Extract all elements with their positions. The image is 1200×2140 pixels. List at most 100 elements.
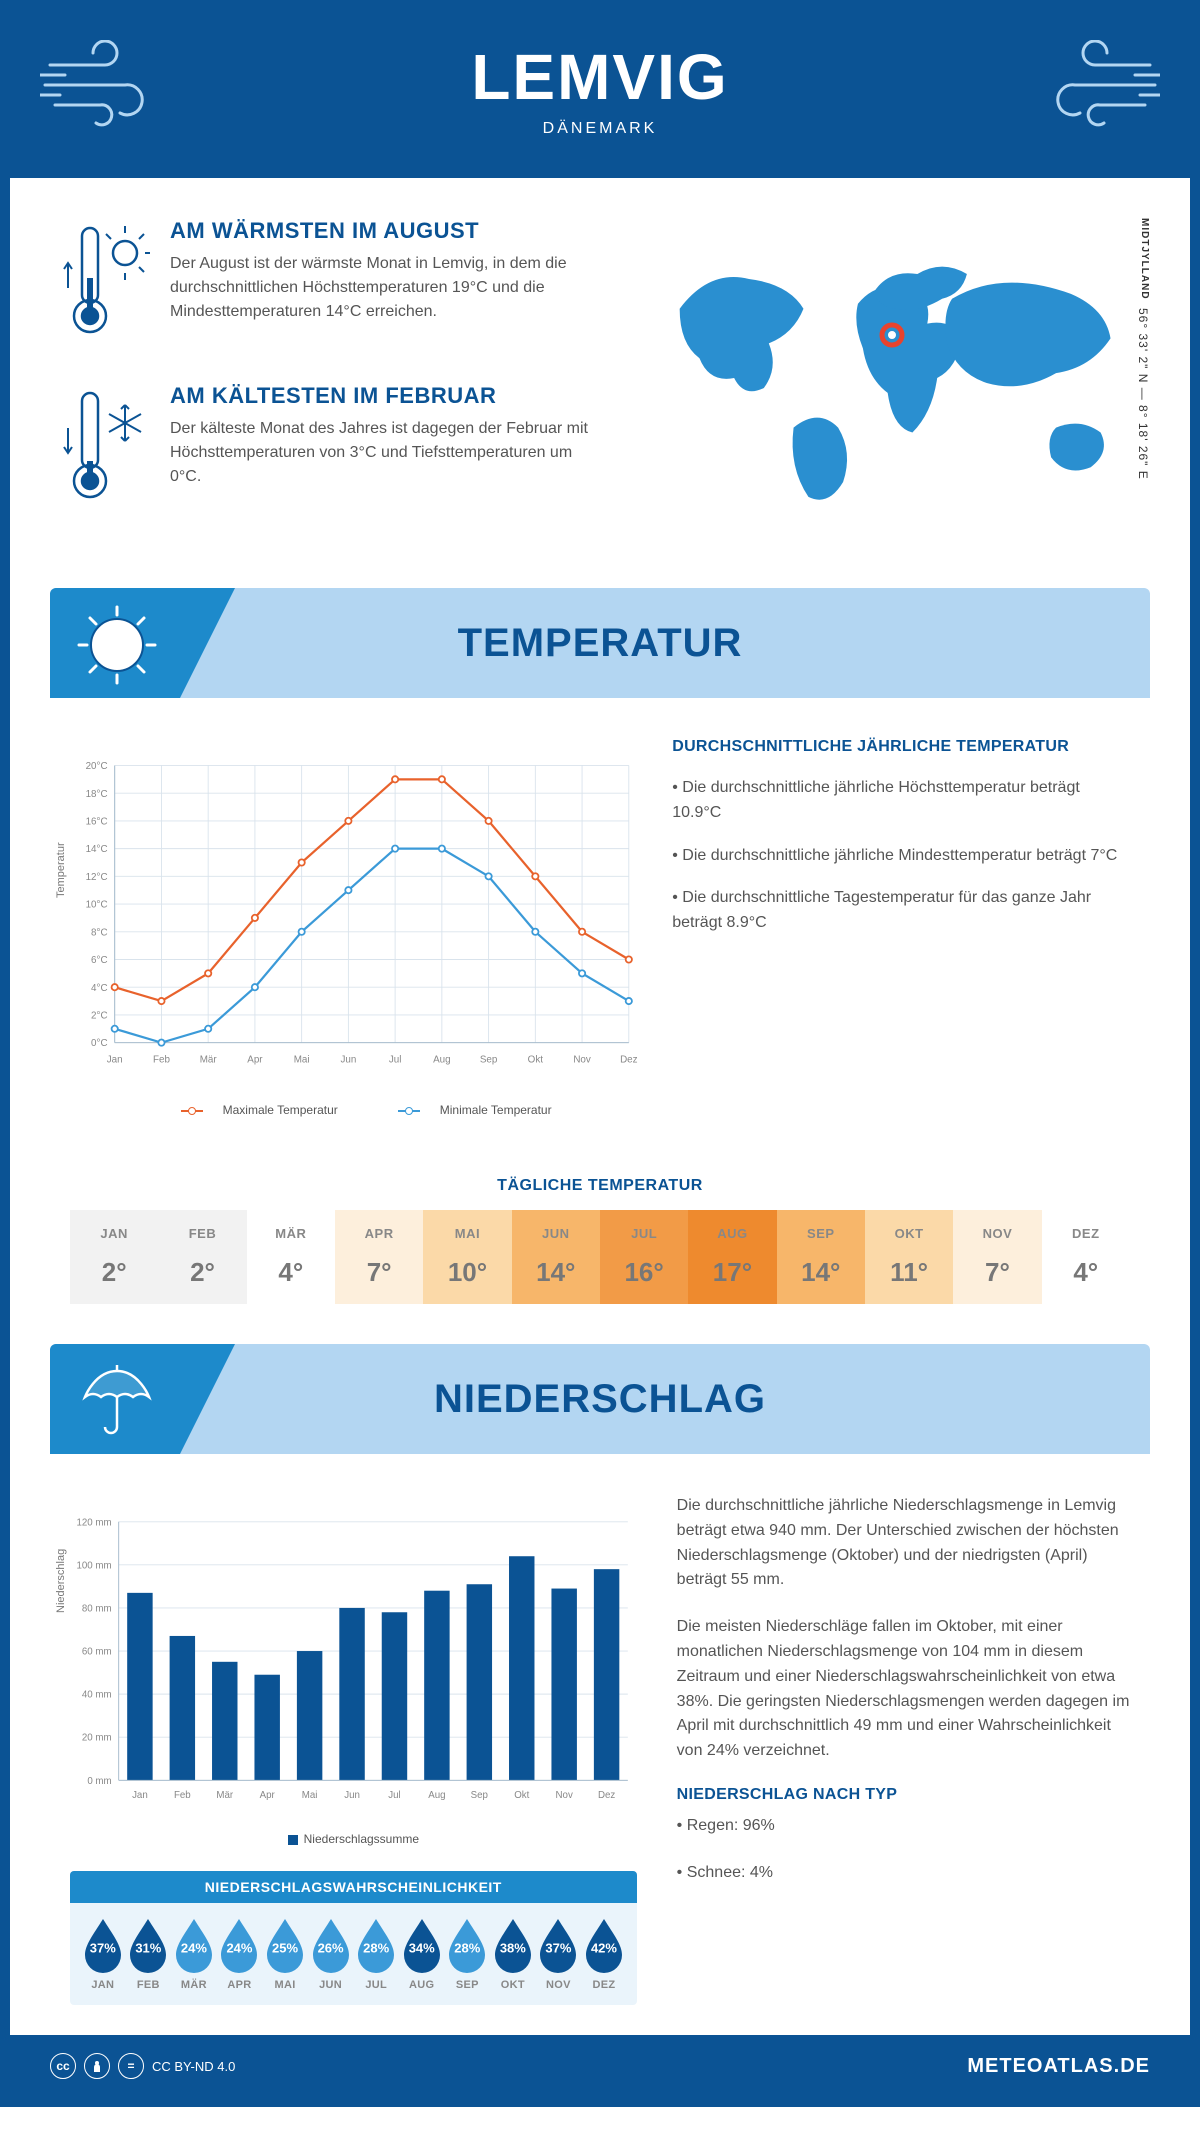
svg-text:Jul: Jul: [388, 1790, 400, 1801]
svg-text:Nov: Nov: [573, 1054, 591, 1065]
daily-temp-cell: MÄR4°: [247, 1210, 335, 1304]
coldest-title: AM KÄLTESTEN IM FEBRUAR: [170, 383, 605, 409]
umbrella-icon: [75, 1359, 160, 1444]
precip-prob-cell: 24% MÄR: [171, 1917, 217, 1991]
chart-legend: .lswatch[style*='#e8622c']::before{borde…: [70, 1103, 642, 1117]
daily-temp-cell: NOV7°: [953, 1210, 1041, 1304]
svg-text:8°C: 8°C: [91, 927, 108, 938]
svg-text:Jul: Jul: [389, 1054, 402, 1065]
svg-text:4°C: 4°C: [91, 983, 108, 994]
svg-text:14°C: 14°C: [86, 844, 108, 855]
license-text: CC BY-ND 4.0: [152, 2059, 235, 2074]
svg-text:Aug: Aug: [433, 1054, 451, 1065]
precip-prob-cell: 34% AUG: [399, 1917, 445, 1991]
warmest-title: AM WÄRMSTEN IM AUGUST: [170, 218, 605, 244]
daily-temp-cell: SEP14°: [777, 1210, 865, 1304]
daily-temp-cell: JUN14°: [512, 1210, 600, 1304]
svg-text:10°C: 10°C: [86, 900, 108, 911]
svg-text:0 mm: 0 mm: [87, 1776, 111, 1787]
intro-section: AM WÄRMSTEN IM AUGUST Der August ist der…: [10, 178, 1190, 578]
header: LEMVIG DÄNEMARK: [10, 10, 1190, 178]
precip-prob-cell: 42% DEZ: [581, 1917, 627, 1991]
svg-text:60 mm: 60 mm: [82, 1647, 112, 1658]
svg-text:Okt: Okt: [514, 1790, 529, 1801]
svg-text:18°C: 18°C: [86, 789, 108, 800]
svg-text:6°C: 6°C: [91, 955, 108, 966]
precip-probability-panel: NIEDERSCHLAGSWAHRSCHEINLICHKEIT 37% JAN …: [70, 1871, 637, 2005]
temperature-line-chart: Temperatur 0°C2°C4°C6°C8°C10°C12°C14°C16…: [70, 738, 642, 1117]
svg-text:Nov: Nov: [556, 1790, 573, 1801]
svg-text:Mai: Mai: [302, 1790, 318, 1801]
svg-text:80 mm: 80 mm: [82, 1603, 112, 1614]
warmest-body: Der August ist der wärmste Monat in Lemv…: [170, 252, 605, 324]
section-title: NIEDERSCHLAG: [434, 1377, 766, 1422]
svg-text:Apr: Apr: [247, 1054, 263, 1065]
page-title: LEMVIG: [10, 40, 1190, 114]
svg-text:100 mm: 100 mm: [77, 1560, 112, 1571]
sun-icon: [75, 603, 160, 688]
chart-legend: Niederschlagssumme: [70, 1832, 637, 1846]
svg-text:20 mm: 20 mm: [82, 1733, 112, 1744]
daily-temp-cell: MAI10°: [423, 1210, 511, 1304]
svg-text:Sep: Sep: [471, 1790, 488, 1801]
svg-text:16°C: 16°C: [86, 816, 108, 827]
precip-prob-cell: 25% MAI: [262, 1917, 308, 1991]
precip-prob-cell: 38% OKT: [490, 1917, 536, 1991]
svg-text:Apr: Apr: [260, 1790, 276, 1801]
footer: cc = CC BY-ND 4.0 METEOATLAS.DE: [10, 2035, 1190, 2097]
section-title: TEMPERATUR: [458, 621, 743, 666]
precip-prob-cell: 28% JUL: [353, 1917, 399, 1991]
thermometer-snow-icon: [60, 383, 150, 518]
svg-text:0°C: 0°C: [91, 1038, 108, 1049]
daily-temp-title: TÄGLICHE TEMPERATUR: [10, 1177, 1190, 1195]
region-label: MIDTJYLLAND: [1139, 218, 1150, 300]
coldest-body: Der kälteste Monat des Jahres ist dagege…: [170, 417, 605, 489]
svg-text:120 mm: 120 mm: [77, 1517, 112, 1528]
precip-prob-cell: 31% FEB: [126, 1917, 172, 1991]
daily-temp-cell: JUL16°: [600, 1210, 688, 1304]
page-subtitle: DÄNEMARK: [10, 120, 1190, 138]
temperature-section-header: TEMPERATUR: [50, 588, 1150, 698]
daily-temp-cell: AUG17°: [688, 1210, 776, 1304]
cc-icon: cc: [50, 2053, 76, 2079]
precip-prob-cell: 37% JAN: [80, 1917, 126, 1991]
precip-prob-cell: 28% SEP: [445, 1917, 491, 1991]
svg-text:Jan: Jan: [107, 1054, 123, 1065]
svg-text:Jun: Jun: [344, 1790, 360, 1801]
svg-text:12°C: 12°C: [86, 872, 108, 883]
svg-text:Mär: Mär: [216, 1790, 234, 1801]
location-marker: [878, 321, 906, 349]
svg-text:40 mm: 40 mm: [82, 1690, 112, 1701]
svg-text:Okt: Okt: [528, 1054, 544, 1065]
svg-text:Aug: Aug: [428, 1790, 445, 1801]
svg-text:Feb: Feb: [153, 1054, 170, 1065]
svg-text:Jun: Jun: [340, 1054, 356, 1065]
wind-icon: [40, 40, 170, 130]
svg-text:20°C: 20°C: [86, 761, 108, 772]
temperature-summary: DURCHSCHNITTLICHE JÄHRLICHE TEMPERATUR •…: [672, 738, 1130, 1117]
precip-bar-chart: Niederschlag 0 mm20 mm40 mm60 mm80 mm100…: [70, 1494, 637, 1824]
svg-text:Mär: Mär: [200, 1054, 218, 1065]
precip-prob-cell: 37% NOV: [536, 1917, 582, 1991]
svg-text:2°C: 2°C: [91, 1011, 108, 1022]
coldest-block: AM KÄLTESTEN IM FEBRUAR Der kälteste Mon…: [60, 383, 605, 518]
precip-section-header: NIEDERSCHLAG: [50, 1344, 1150, 1454]
world-map: [645, 243, 1140, 523]
thermometer-sun-icon: [60, 218, 150, 353]
precip-summary: Die durchschnittliche jährliche Niedersc…: [677, 1494, 1130, 2005]
daily-temp-cell: FEB2°: [158, 1210, 246, 1304]
precip-prob-cell: 26% JUN: [308, 1917, 354, 1991]
svg-text:Mai: Mai: [294, 1054, 310, 1065]
svg-text:Dez: Dez: [620, 1054, 638, 1065]
warmest-block: AM WÄRMSTEN IM AUGUST Der August ist der…: [60, 218, 605, 353]
svg-text:Sep: Sep: [480, 1054, 498, 1065]
nd-icon: =: [118, 2053, 144, 2079]
brand: METEOATLAS.DE: [967, 2055, 1150, 2078]
svg-text:Dez: Dez: [598, 1790, 615, 1801]
svg-text:Jan: Jan: [132, 1790, 148, 1801]
svg-text:Feb: Feb: [174, 1790, 191, 1801]
by-icon: [84, 2053, 110, 2079]
daily-temp-cell: APR7°: [335, 1210, 423, 1304]
daily-temp-grid: JAN2°FEB2°MÄR4°APR7°MAI10°JUN14°JUL16°AU…: [70, 1210, 1130, 1304]
daily-temp-cell: DEZ4°: [1042, 1210, 1130, 1304]
